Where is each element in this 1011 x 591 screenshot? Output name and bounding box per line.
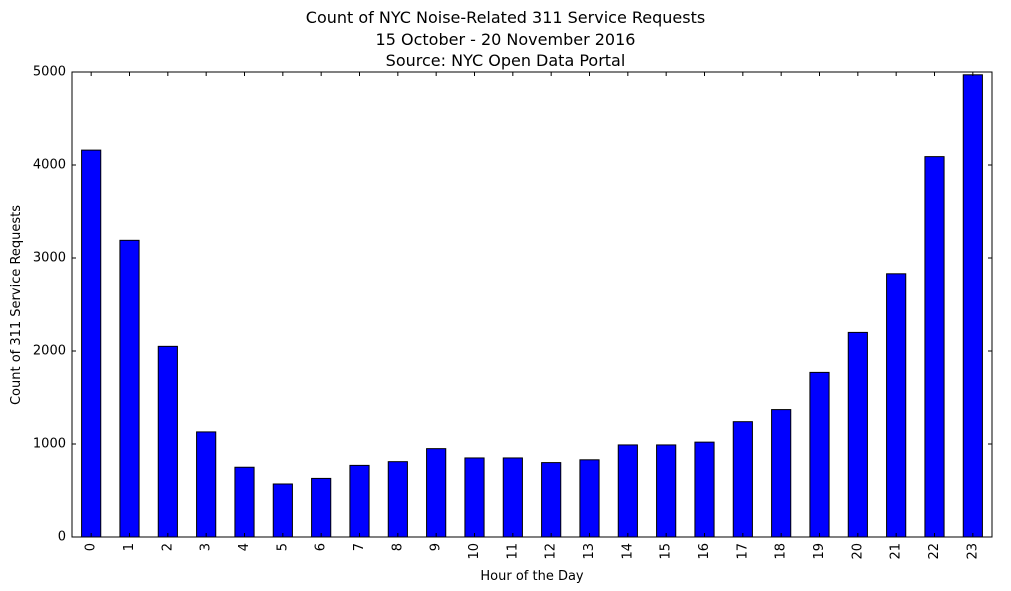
y-tick-label-5000: 5000 <box>33 65 66 80</box>
x-tick-label-3: 3 <box>199 543 214 551</box>
plot-frame <box>71 71 993 538</box>
bar-hour-13 <box>579 459 600 538</box>
x-tick-label-13: 13 <box>582 543 597 560</box>
y-tick-label-2000: 2000 <box>33 344 66 359</box>
x-tick-label-20: 20 <box>850 543 865 560</box>
bar-hour-12 <box>541 462 562 538</box>
x-axis-title: Hour of the Day <box>480 569 584 584</box>
x-tick-label-5: 5 <box>275 543 290 551</box>
bar-hour-8 <box>387 461 408 538</box>
y-tick-label-3000: 3000 <box>33 251 66 266</box>
bar-hour-22 <box>924 156 945 538</box>
x-tick-label-4: 4 <box>237 543 252 551</box>
x-tick-label-8: 8 <box>390 543 405 551</box>
bar-hour-14 <box>617 444 638 538</box>
x-tick-label-22: 22 <box>927 543 942 560</box>
y-tick-label-4000: 4000 <box>33 158 66 173</box>
bar-hour-15 <box>656 444 677 538</box>
x-tick-label-2: 2 <box>160 543 175 551</box>
bar-hour-20 <box>847 331 868 538</box>
x-tick-label-18: 18 <box>774 543 789 560</box>
x-tick-label-16: 16 <box>697 543 712 560</box>
bars-group <box>81 74 983 538</box>
y-tick-label-0: 0 <box>58 530 66 545</box>
x-tick-label-23: 23 <box>965 543 980 560</box>
chart-subtitle: 15 October - 20 November 2016 <box>375 30 636 49</box>
y-axis-title: Count of 311 Service Requests <box>9 205 24 405</box>
bar-hour-2 <box>157 345 178 538</box>
x-tick-label-17: 17 <box>735 543 750 560</box>
x-tick-label-19: 19 <box>812 543 827 560</box>
x-tick-label-12: 12 <box>544 543 559 560</box>
chart-source: Source: NYC Open Data Portal <box>385 51 626 70</box>
bar-hour-16 <box>694 441 715 538</box>
y-tick-label-1000: 1000 <box>33 437 66 452</box>
bar-hour-0 <box>81 149 102 538</box>
x-tick-label-6: 6 <box>314 543 329 551</box>
x-tick-label-15: 15 <box>659 543 674 560</box>
ticks-group: 0 1 2 3 4 5 6 7 8 9 10 11 12 13 14 15 16 17 18 19 20 21 22 2301… <box>33 65 992 560</box>
bar-hour-6 <box>311 477 332 538</box>
x-tick-label-11: 11 <box>505 543 520 560</box>
bar-hour-21 <box>886 273 907 538</box>
bar-hour-7 <box>349 464 370 538</box>
bar-hour-11 <box>502 457 523 538</box>
x-tick-label-21: 21 <box>889 543 904 560</box>
bar-hour-19 <box>809 371 830 538</box>
chart-title: Count of NYC Noise-Related 311 Service R… <box>305 8 706 27</box>
bar-hour-5 <box>272 483 293 538</box>
bar-hour-3 <box>196 431 217 538</box>
bar-hour-9 <box>426 448 447 538</box>
bar-hour-23 <box>962 74 983 538</box>
x-tick-label-10: 10 <box>467 543 482 560</box>
bar-hour-4 <box>234 466 255 538</box>
x-tick-label-0: 0 <box>84 543 99 551</box>
bar-hour-17 <box>732 421 753 538</box>
x-tick-label-14: 14 <box>620 543 635 560</box>
bar-hour-18 <box>771 409 792 538</box>
x-tick-label-9: 9 <box>429 543 444 551</box>
x-tick-label-1: 1 <box>122 543 137 551</box>
x-tick-label-7: 7 <box>352 543 367 551</box>
bar-hour-1 <box>119 239 140 538</box>
bar-hour-10 <box>464 457 485 538</box>
